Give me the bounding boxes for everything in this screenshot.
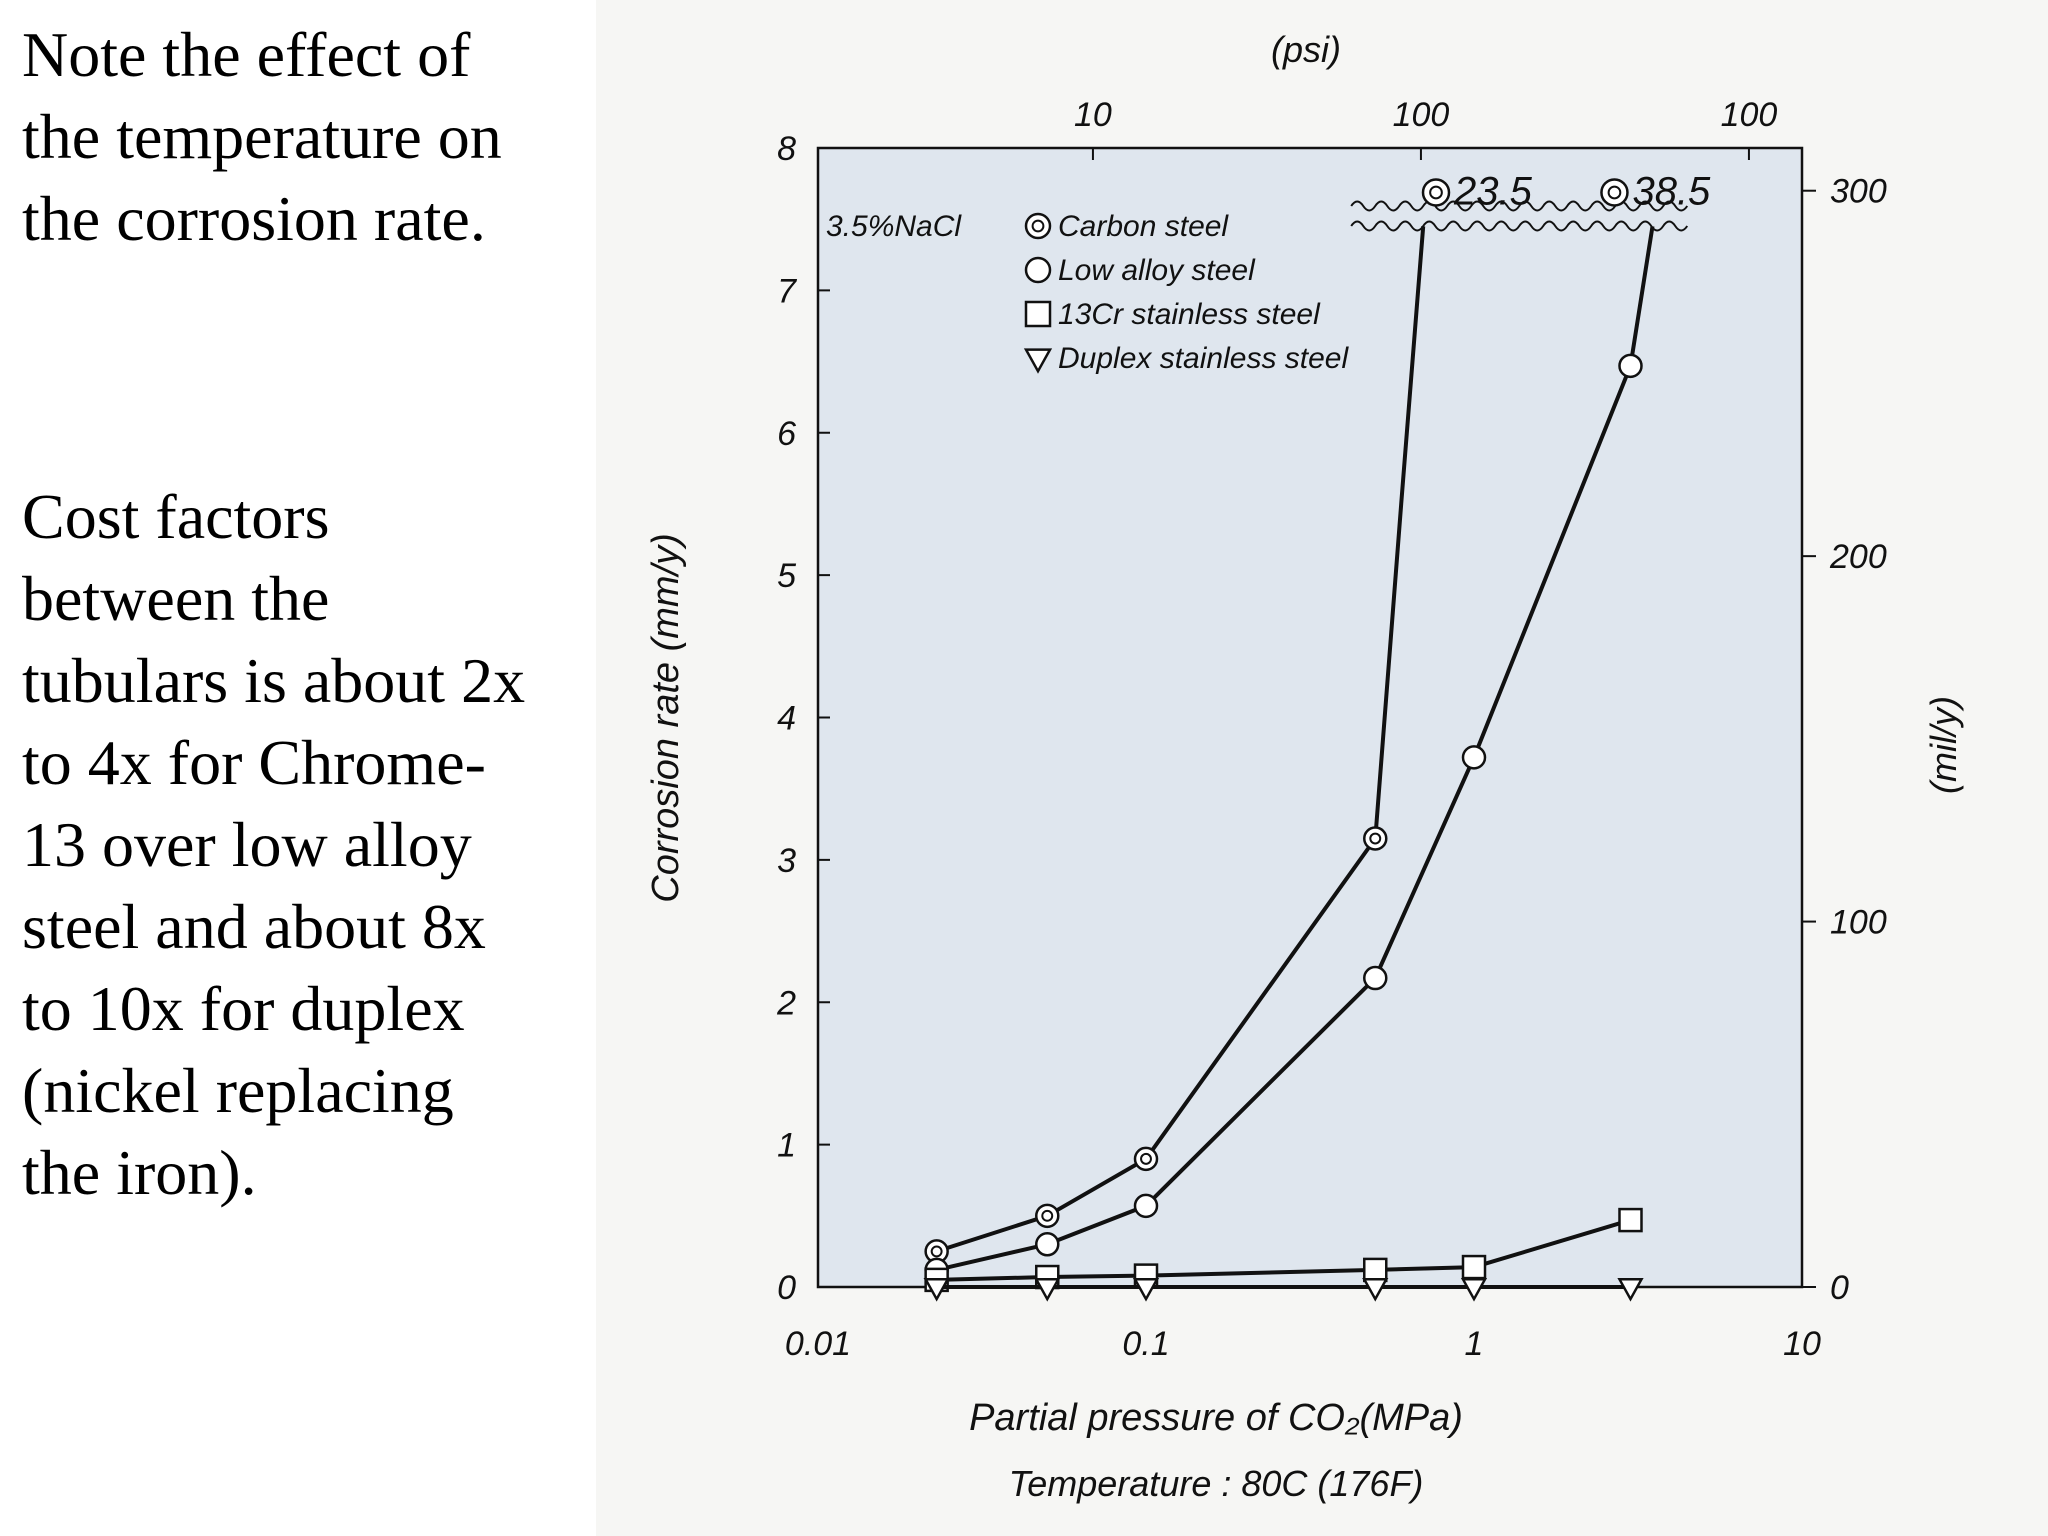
series-0-point-inner — [1369, 832, 1382, 845]
annotation-label: 23.5 — [1453, 169, 1533, 213]
annotation-label: 38.5 — [1632, 169, 1711, 213]
series-1-point — [1133, 1193, 1159, 1219]
cost-line: to 4x for Chrome- — [22, 727, 486, 798]
series-3-point — [1034, 1278, 1061, 1302]
annotation-marker — [1421, 178, 1451, 207]
legend-label: Carbon steel — [1058, 210, 1229, 243]
series-0-point — [1133, 1146, 1159, 1172]
y-tick-label: 1 — [777, 1127, 796, 1165]
series-3-point — [1132, 1278, 1160, 1302]
y2-tick-label: 100 — [1830, 904, 1887, 942]
legend-marker — [1023, 348, 1053, 374]
series-2-point — [1363, 1257, 1388, 1283]
series-line-0 — [935, 226, 1426, 1254]
chart-subtitle: Temperature : 80C (176F) — [1009, 1463, 1424, 1504]
series-0-point — [1035, 1203, 1060, 1229]
legend-marker — [1024, 212, 1052, 240]
series-3-point — [1460, 1278, 1488, 1302]
series-0-point-inner — [1041, 1209, 1054, 1222]
series-1-point — [1461, 745, 1487, 770]
y2-tick-label: 0 — [1830, 1269, 1849, 1307]
x-tick-label: 1 — [1465, 1325, 1484, 1363]
note-line: Note the effect of — [22, 19, 471, 90]
x2-axis-label: (psi) — [1271, 29, 1341, 70]
series-3-point — [1362, 1278, 1389, 1302]
annotation-marker — [1600, 178, 1629, 207]
series-2-point — [1618, 1207, 1643, 1233]
cost-line: between the — [22, 563, 330, 634]
note-line: the corrosion rate. — [22, 183, 486, 254]
series-0-point-inner — [930, 1245, 943, 1258]
cost-line: the iron). — [22, 1137, 257, 1208]
cost-line: tubulars is about 2x — [22, 645, 526, 716]
y-tick-label: 5 — [777, 557, 796, 595]
x-tick-label: 0.01 — [785, 1325, 851, 1363]
y-tick-label: 4 — [777, 700, 796, 738]
series-line-2 — [936, 1218, 1632, 1282]
series-3-point — [1617, 1278, 1644, 1302]
series-1-point — [1363, 965, 1388, 991]
legend-label: Low alloy steel — [1058, 254, 1256, 287]
x-axis-label: Partial pressure of CO₂(MPa) — [969, 1397, 1463, 1439]
note-paragraph: Note the effect of the temperature on th… — [22, 14, 582, 260]
y-tick-label: 3 — [777, 842, 796, 880]
annotation-marker-inner — [1607, 185, 1622, 200]
chart-figure: 0 1 2 3 4 5 6 7 8 0 100 200 300 0.01 0.1 1 10 10 100 100 (ps… — [596, 0, 2048, 1536]
cost-line: to 10x for duplex — [22, 973, 465, 1044]
y-axis-label: Corrosion rate (mm/y) — [645, 533, 687, 903]
corrosion-chart: 0 1 2 3 4 5 6 7 8 0 100 200 300 0.01 0.1 1 10 10 100 100 (ps… — [645, 29, 1964, 1504]
break-wave — [1350, 220, 1689, 232]
legend-marker-inner — [1031, 219, 1045, 233]
plot-area — [816, 146, 1804, 1289]
legend-marker — [1024, 256, 1052, 284]
y-tick-label: 8 — [777, 130, 796, 168]
break-wave — [1350, 200, 1689, 212]
cost-line: (nickel replacing — [22, 1055, 454, 1126]
series-2-point — [1461, 1254, 1487, 1280]
series-1-point — [1035, 1232, 1060, 1257]
cost-line: steel and about 8x — [22, 891, 486, 962]
legend-marker — [1024, 300, 1052, 328]
legend-label: 13Cr stainless steel — [1058, 298, 1321, 331]
x2-tick-label: 100 — [1393, 96, 1450, 134]
y2-tick-label: 200 — [1829, 538, 1887, 576]
y2-axis-label: (mil/y) — [1923, 696, 1964, 794]
y-tick-label: 0 — [777, 1269, 796, 1307]
y-tick-label: 7 — [777, 272, 797, 310]
cost-line: Cost factors — [22, 481, 330, 552]
cost-paragraph: Cost factors between the tubulars is abo… — [22, 476, 582, 1214]
legend-header: 3.5%NaCl — [826, 210, 962, 243]
series-0-point-inner — [1140, 1152, 1152, 1165]
cost-line: 13 over low alloy — [22, 809, 472, 880]
legend-label: Duplex stainless steel — [1058, 342, 1349, 375]
y-tick-label: 2 — [776, 984, 796, 1022]
y-tick-label: 6 — [777, 415, 796, 453]
x-tick-label: 0.1 — [1122, 1325, 1169, 1363]
annotation-marker-inner — [1429, 185, 1443, 200]
x2-tick-label: 100 — [1721, 96, 1778, 134]
x-tick-label: 10 — [1783, 1325, 1821, 1363]
series-0-point — [1363, 826, 1388, 851]
series-3-point — [923, 1278, 950, 1302]
y2-tick-label: 300 — [1830, 173, 1887, 211]
x2-tick-label: 10 — [1074, 96, 1112, 134]
note-line: the temperature on — [22, 101, 502, 172]
series-1-point — [1618, 353, 1643, 379]
